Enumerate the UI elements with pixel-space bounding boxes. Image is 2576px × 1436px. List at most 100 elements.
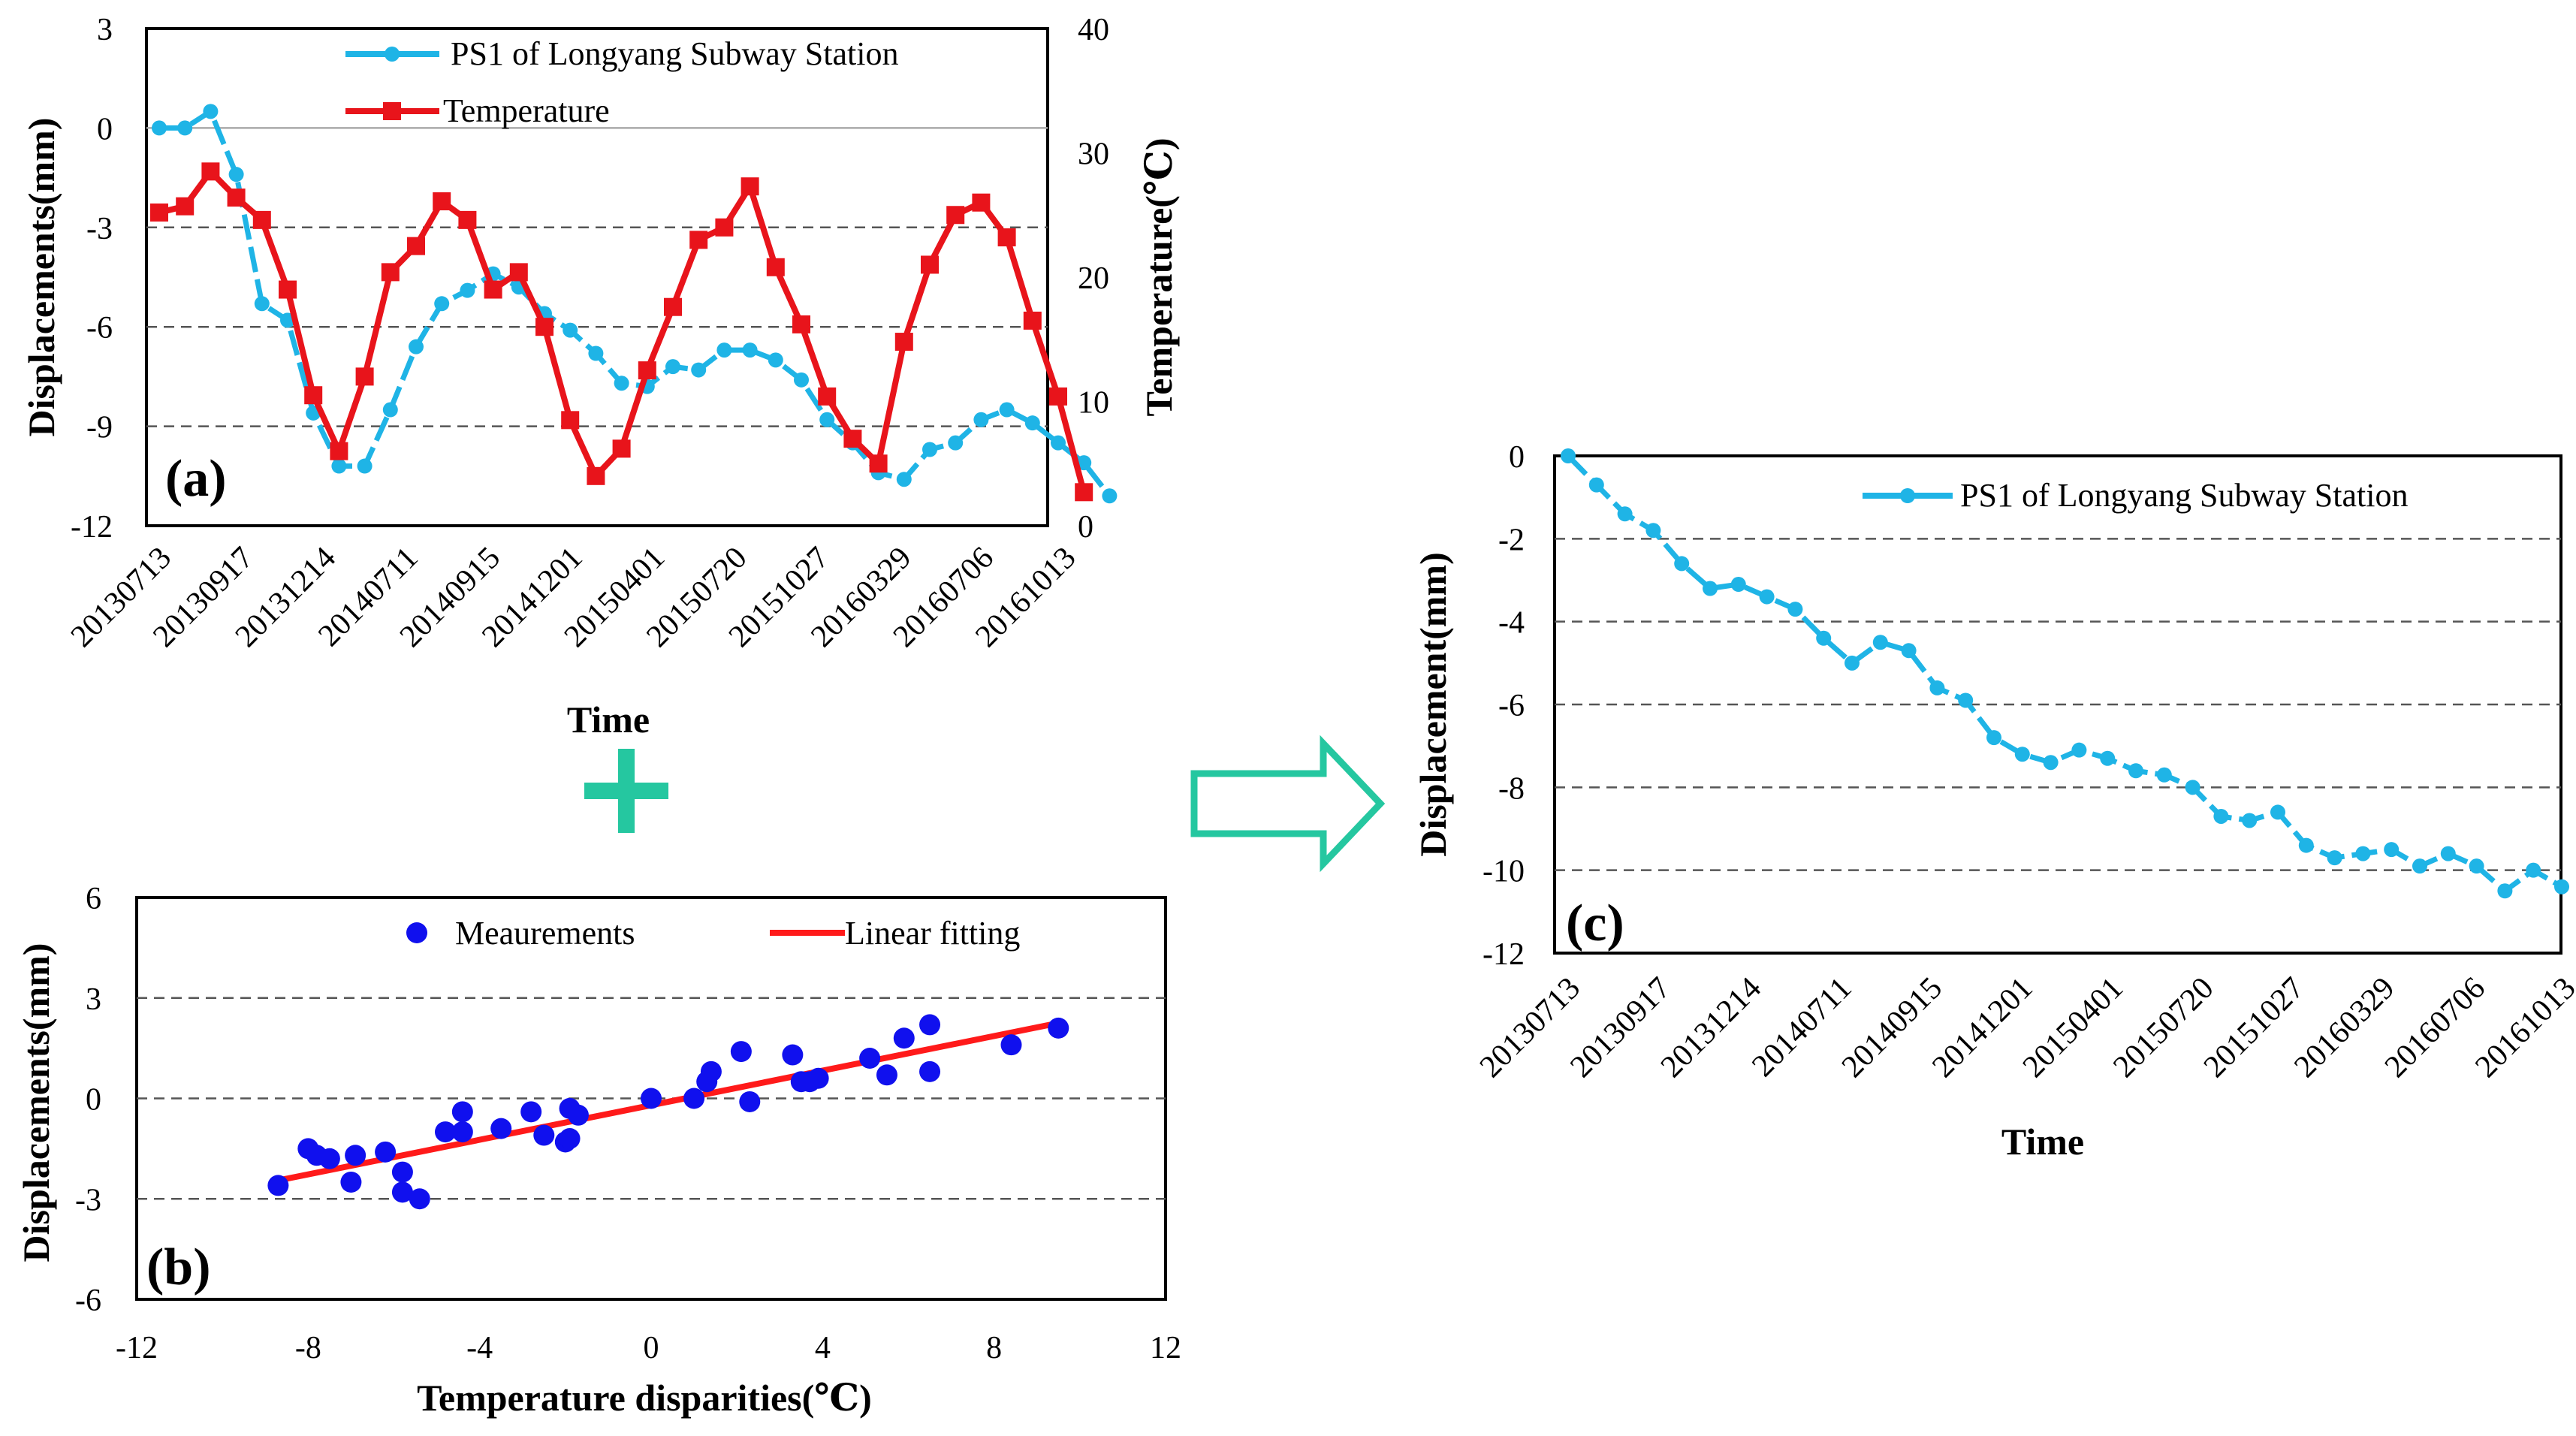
measurement-point — [451, 1121, 473, 1143]
displacement-point — [896, 472, 912, 487]
measurement-point — [919, 1060, 941, 1082]
measurement-point — [318, 1148, 340, 1169]
panel-c-displacement-point — [2270, 804, 2285, 820]
temperature-point — [201, 162, 220, 181]
measurement-point — [859, 1048, 881, 1069]
panel-c-x-tick-label: 20130713 — [1474, 971, 1587, 1085]
temperature-point — [227, 189, 246, 207]
panel-a-y-tick-label: -3 — [86, 212, 113, 246]
panel-c-legend: PS1 of Longyang Subway Station — [1863, 477, 2408, 514]
panel-c-displacement-point — [2526, 862, 2541, 878]
panel-c-displacement-point — [2128, 763, 2143, 779]
panel-a-y2-tick-label: 10 — [1078, 386, 1109, 421]
displacement-point — [794, 372, 809, 388]
temperature-point — [304, 386, 323, 405]
panel-c-x-tick-label: 20130917 — [1564, 971, 1677, 1085]
panel-c-displacement-point — [2554, 879, 2569, 894]
panel-c-displacement-point — [1645, 523, 1661, 538]
measurement-point — [683, 1088, 705, 1109]
temperature-point — [150, 203, 168, 222]
temperature-point — [252, 210, 271, 229]
temperature-point — [176, 197, 195, 216]
displacement-point — [742, 342, 758, 358]
panel-c-y-tick-label: 0 — [1509, 440, 1525, 475]
panel-c-x-tick-label: 20140915 — [1835, 971, 1949, 1085]
panel-c-displacement-point — [2100, 750, 2116, 766]
displacement-point — [1024, 415, 1040, 431]
measurement-point — [267, 1175, 289, 1196]
panel-c-displacement-point — [1674, 556, 1690, 572]
panel-c-y-tick-label: -2 — [1498, 523, 1525, 557]
panel-b-x-tick-label: 12 — [1150, 1331, 1181, 1365]
panel-b-x-tick-label: 8 — [986, 1331, 1002, 1365]
displacement-point — [152, 120, 167, 136]
measurement-point — [700, 1060, 722, 1082]
displacement-point — [588, 345, 604, 361]
panel-c-displacement-point — [2043, 755, 2059, 771]
panel-b-y-axis-label: Displacements(mm) — [15, 943, 57, 1263]
measurement-point — [345, 1145, 366, 1166]
panel-c-x-tick-label: 20141201 — [1926, 971, 2039, 1085]
panel-c-displacement-point — [1703, 581, 1718, 596]
temperature-point — [946, 206, 965, 225]
panel-c-displacement-point — [2242, 813, 2258, 828]
panel-b-y-tick-label: 6 — [86, 882, 101, 916]
panel-c-displacement-point — [2412, 858, 2427, 874]
temperature-point — [766, 258, 785, 276]
temperature-point — [330, 442, 348, 460]
temperature-point — [715, 218, 734, 237]
panel-c-x-tick-label: 20160706 — [2378, 971, 2492, 1085]
legend-c-displacement-marker — [1900, 488, 1915, 503]
panel-b-chart: 6 3 0 -3 -6 -12 -8 -4 0 4 8 12 Displacements(mm) T… — [15, 882, 1181, 1419]
panel-a-y-tick-label: -9 — [86, 411, 113, 445]
panel-b-x-tick-label: 0 — [644, 1331, 659, 1365]
displacement-point — [999, 402, 1015, 418]
displacement-point — [434, 296, 450, 312]
panel-a-y2-tick-label: 0 — [1078, 510, 1093, 545]
legend-temperature-marker — [383, 102, 401, 120]
panel-c-displacement-point — [2071, 742, 2087, 758]
measurement-point — [807, 1067, 829, 1089]
displacement-point — [409, 339, 424, 354]
measurement-point — [435, 1121, 456, 1143]
panel-c-displacement-point — [2156, 767, 2172, 783]
temperature-point — [818, 387, 837, 406]
panel-c-displacement-point — [2384, 842, 2400, 858]
measurement-point — [391, 1161, 413, 1183]
panel-b-x-tick-label: -12 — [116, 1331, 158, 1365]
displacement-point — [973, 412, 989, 427]
displacement-point — [357, 458, 373, 474]
temperature-point — [741, 177, 759, 196]
panel-a-legend: PS1 of Longyang Subway Station Temperatu… — [345, 35, 898, 129]
temperature-point — [561, 411, 580, 430]
measurement-point — [730, 1041, 752, 1063]
panel-a-y-tick-label: 0 — [97, 112, 113, 146]
measurement-point — [391, 1181, 413, 1203]
panel-b-label: (b) — [146, 1238, 211, 1296]
panel-c-chart: 0 -2 -4 -6 -8 -10 -12 201307132013091720131214… — [1412, 440, 2576, 1163]
displacement-point — [948, 435, 964, 451]
temperature-point — [894, 333, 913, 351]
panel-a-y-tick-label: -12 — [71, 510, 113, 545]
panel-c-displacement-point — [2327, 850, 2342, 866]
displacement-point — [1102, 488, 1118, 504]
temperature-point — [535, 318, 554, 336]
panel-c-y-tick-label: -4 — [1498, 606, 1525, 641]
temperature-point — [509, 263, 528, 282]
measurement-point — [739, 1091, 761, 1112]
panel-c-x-tick-label: 20160329 — [2288, 971, 2401, 1085]
panel-a-y2-tick-label: 40 — [1078, 13, 1109, 47]
panel-a-plot-frame — [145, 27, 1049, 527]
panel-c-x-tick-label: 20150401 — [2016, 971, 2130, 1085]
panel-a-y-tick-label: -6 — [86, 311, 113, 345]
legend-displacement-marker — [385, 47, 400, 62]
temperature-point — [587, 466, 605, 485]
panel-c-x-tick-label: 20161013 — [2469, 971, 2576, 1085]
measurement-point — [1048, 1017, 1069, 1039]
displacement-point — [716, 342, 732, 358]
panel-c-displacement-point — [1872, 635, 1888, 650]
panel-c-displacement-point — [1787, 602, 1803, 617]
temperature-point — [792, 315, 810, 333]
displacement-point — [460, 282, 475, 298]
